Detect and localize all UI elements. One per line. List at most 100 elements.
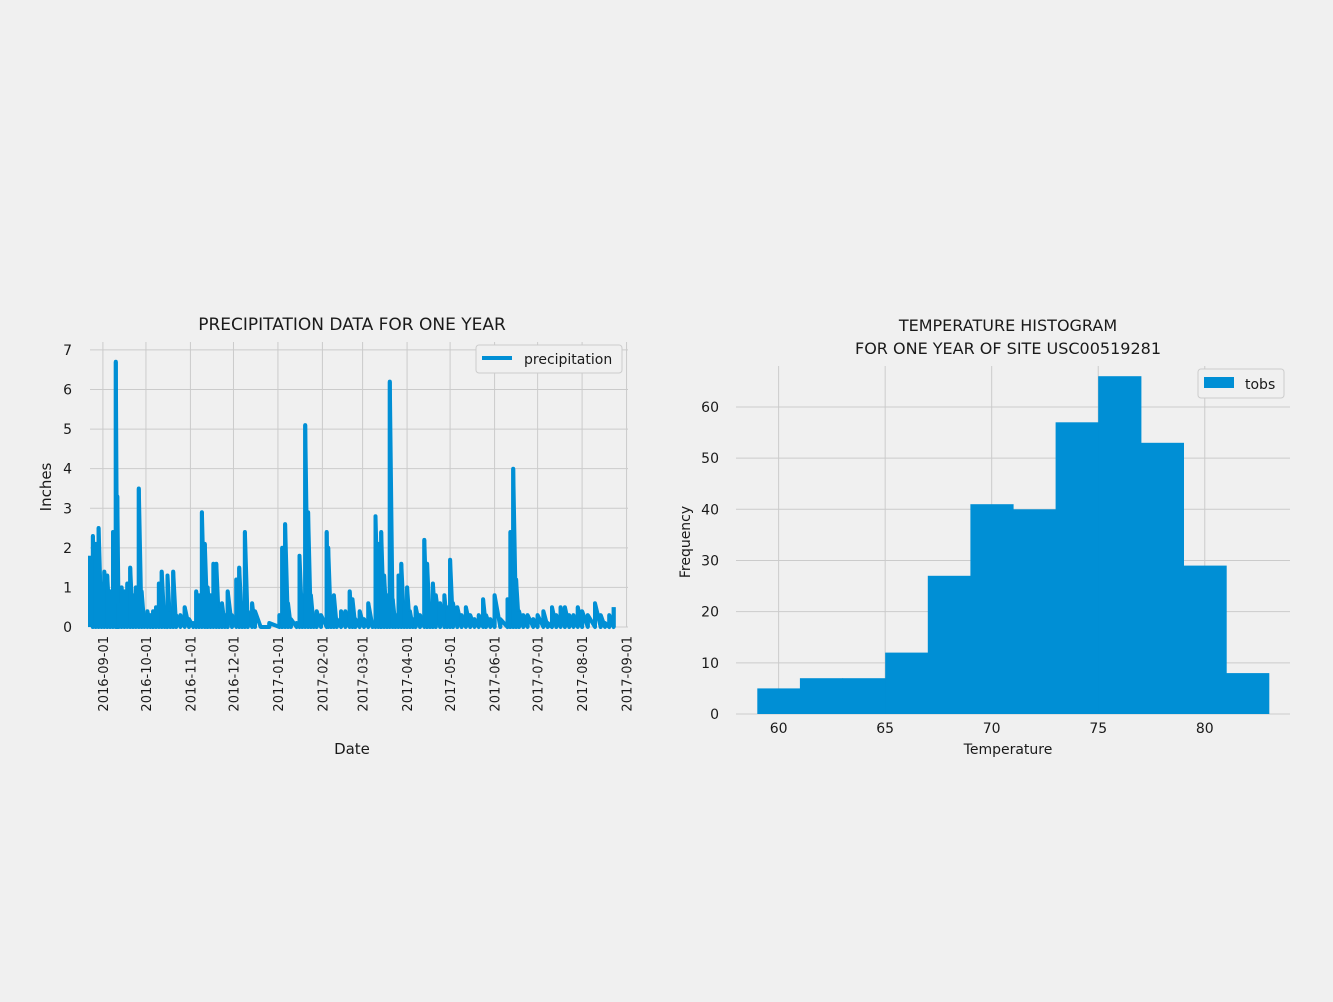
precipitation-point: [387, 381, 392, 627]
precip-y-tick-label: 4: [63, 462, 72, 478]
precipitation-point: [531, 619, 536, 627]
precipitation-point: [199, 512, 204, 627]
histogram-bar: [1055, 422, 1099, 714]
precipitation-point: [603, 623, 607, 627]
precipitation-point: [428, 603, 432, 628]
precipitation-point: [472, 619, 477, 627]
precip-y-tick-label: 2: [63, 541, 72, 557]
histogram-legend-swatch: [1204, 377, 1234, 388]
precipitation-point: [343, 611, 348, 627]
precipitation-point: [151, 611, 156, 627]
precipitation-point: [558, 607, 563, 627]
precip-x-tick-label: 2017-09-01: [621, 636, 636, 712]
precipitation-point: [133, 587, 138, 627]
precipitation-point: [136, 488, 141, 627]
precipitation-point: [283, 524, 288, 627]
precipitation-point: [376, 543, 381, 627]
precipitation-point: [455, 607, 460, 627]
precipitation-point: [165, 575, 170, 627]
hist-y-tick-label: 20: [701, 605, 719, 621]
hist-y-tick-label: 40: [701, 502, 719, 518]
precipitation-point: [433, 595, 438, 627]
precipitation-legend-box: [475, 344, 623, 374]
precip-y-tick-label: 3: [63, 501, 72, 517]
precipitation-point: [481, 599, 486, 627]
precipitation-point: [277, 615, 282, 627]
precipitation-point: [122, 591, 127, 627]
precipitation-point: [168, 611, 173, 627]
precipitation-point: [159, 571, 164, 627]
precipitation-point: [105, 575, 110, 627]
precipitation-point: [593, 603, 597, 628]
precipitation-point: [484, 615, 488, 627]
precipitation-point: [145, 611, 150, 627]
precip-x-tick-label: 2017-03-01: [357, 636, 372, 712]
hist-y-tick-label: 30: [701, 553, 719, 569]
precip-x-tick-label: 2017-04-01: [401, 636, 416, 712]
precipitation-point: [445, 607, 450, 627]
precipitation-point: [194, 591, 199, 627]
precip-x-tick-label: 2017-01-01: [272, 636, 287, 712]
precip-y-tick-label: 7: [63, 343, 72, 359]
precipitation-point: [545, 623, 550, 627]
precipitation-point: [413, 607, 418, 627]
precipitation-point: [171, 571, 176, 627]
precipitation-point: [182, 607, 187, 627]
precipitation-point: [562, 607, 567, 627]
precipitation-point: [422, 539, 427, 627]
histogram-title-line-2: FOR ONE YEAR OF SITE USC00519281: [855, 339, 1161, 358]
precip-x-tick-label: 2017-08-01: [576, 636, 591, 712]
precipitation-point: [208, 595, 213, 627]
precipitation-point: [607, 615, 612, 627]
precipitation-point: [280, 547, 285, 627]
precipitation-point: [288, 619, 293, 627]
precipitation-point: [514, 579, 519, 627]
precipitation-point: [488, 619, 493, 627]
precipitation-point: [111, 532, 115, 627]
histogram-bar: [1183, 565, 1227, 714]
precipitation-point: [399, 563, 404, 627]
precipitation-point: [611, 607, 616, 627]
precipitation-y-ticks: 0 1 2 3 4 5 6 7: [63, 343, 72, 636]
precip-x-tick-label: 2016-11-01: [184, 636, 199, 712]
precipitation-point: [242, 532, 247, 627]
hist-x-tick-label: 60: [770, 721, 788, 737]
histogram-bar: [757, 688, 801, 714]
histogram-x-axis-label: Temperature: [963, 742, 1053, 758]
precipitation-point: [339, 611, 344, 627]
precipitation-x-axis-label: Date: [334, 740, 370, 758]
precipitation-point: [96, 528, 101, 627]
precipitation-point: [451, 603, 455, 628]
precip-y-tick-label: 5: [63, 422, 72, 438]
precipitation-point: [230, 615, 234, 627]
precipitation-point: [154, 607, 158, 627]
histogram-bar: [1226, 673, 1270, 714]
precip-x-tick-label: 2016-12-01: [227, 636, 242, 712]
precipitation-point: [300, 595, 305, 627]
precipitation-point: [148, 615, 153, 627]
precip-x-tick-label: 2016-10-01: [140, 636, 155, 712]
precipitation-point: [93, 543, 98, 627]
precipitation-point: [294, 623, 299, 627]
precipitation-series: [88, 359, 616, 629]
histogram-y-ticks: 0 10 20 30 40 50 60: [701, 400, 719, 723]
hist-y-tick-label: 60: [701, 400, 719, 416]
precipitation-point: [222, 615, 227, 627]
histogram-bar: [1140, 442, 1184, 714]
precipitation-grid: [90, 342, 628, 628]
precipitation-point: [580, 611, 585, 627]
precipitation-point: [498, 619, 503, 627]
precipitation-chart-title: PRECIPITATION DATA FOR ONE YEAR: [198, 315, 506, 335]
histogram-bar: [1098, 376, 1142, 714]
precipitation-point: [571, 615, 576, 627]
precipitation-point: [202, 543, 207, 627]
precipitation-point: [550, 607, 554, 627]
precipitation-point: [442, 595, 447, 627]
precip-y-tick-label: 6: [63, 383, 72, 399]
precipitation-point: [585, 615, 590, 627]
hist-y-tick-label: 10: [701, 656, 719, 672]
precipitation-point: [308, 595, 313, 627]
precipitation-point: [267, 623, 272, 627]
precipitation-point: [425, 563, 430, 627]
